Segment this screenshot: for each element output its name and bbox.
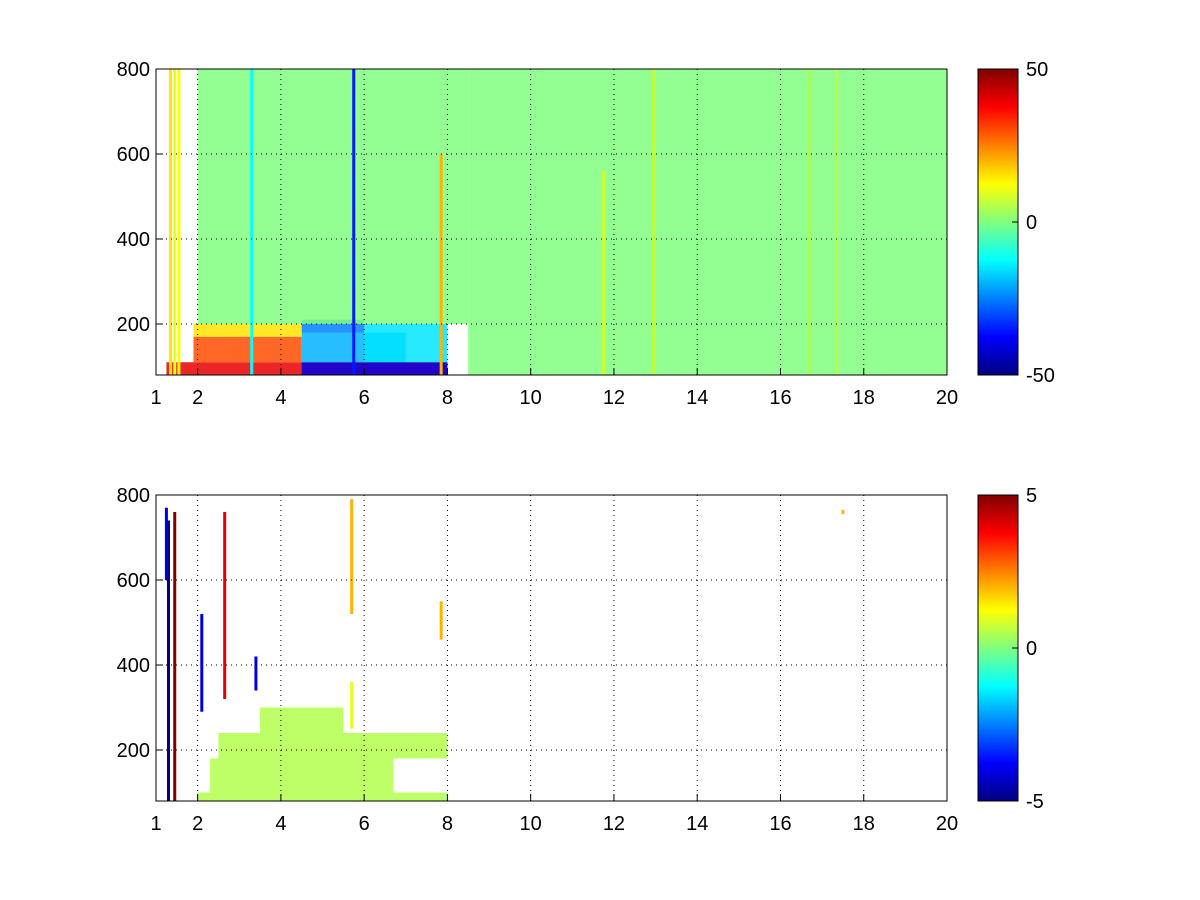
heatmap-stripe-3	[173, 512, 177, 801]
x-tick-label-4: 6	[359, 813, 370, 835]
y-tick-label-2: 400	[117, 229, 150, 251]
y-tick-label-4: 800	[117, 485, 150, 507]
x-tick-label-9: 16	[769, 387, 791, 409]
top-colorbar-gradient	[977, 68, 1019, 376]
bottom-colorbar: -5 0 5	[977, 485, 1044, 813]
colorbar-tick-label-2: 0	[1026, 638, 1037, 660]
heatmap-stripe-6	[254, 656, 258, 691]
y-tick-label-4: 800	[117, 59, 150, 81]
bottom-heatmap-stripes	[164, 499, 845, 801]
top-heatmap-x-tick-labels: 1 2 4 6 8 10 12 14 16 18 20	[150, 387, 958, 409]
x-tick-label-5: 8	[442, 387, 453, 409]
heatmap-cell-region-2	[193, 336, 302, 363]
y-tick-label-1: 200	[117, 740, 150, 762]
y-tick-label-2: 400	[117, 655, 150, 677]
x-tick-label-2: 2	[192, 813, 203, 835]
heatmap-cell-region-3	[218, 733, 448, 759]
heatmap-stripe-7	[602, 171, 606, 375]
top-heatmap-ticks	[155, 68, 948, 375]
heatmap-cell-region-4	[301, 362, 365, 375]
x-tick-label-10: 18	[853, 387, 875, 409]
heatmap-stripe-6	[439, 154, 443, 375]
heatmap-stripe-8	[651, 69, 655, 375]
x-tick-label-11: 20	[936, 387, 958, 409]
x-tick-label-9: 16	[769, 813, 791, 835]
top-heatmap-frame	[155, 68, 948, 376]
bottom-colorbar-ticks	[1012, 494, 1018, 802]
x-tick-label-1: 1	[150, 813, 161, 835]
heatmap-stripe-4	[200, 614, 204, 712]
heatmap-stripe-4	[352, 69, 356, 375]
heatmap-stripe-7	[350, 499, 354, 614]
heatmap-stripe-9	[439, 601, 443, 640]
heatmap-stripe-1	[164, 507, 168, 580]
colorbar-tick-label-1: -50	[1026, 365, 1055, 387]
colorbar-tick-label-2: 0	[1026, 212, 1037, 234]
top-heatmap-grid	[156, 68, 947, 375]
heatmap-stripe-3	[177, 69, 181, 375]
heatmap-stripe-2	[173, 69, 177, 375]
x-tick-label-1: 1	[150, 387, 161, 409]
top-heatmap-y-tick-labels: 200 400 600 800	[117, 59, 150, 336]
heatmap-cell-region-4	[260, 707, 344, 733]
heatmap-cell-region-6	[364, 362, 448, 375]
heatmap-stripe-10	[841, 509, 845, 515]
y-tick-label-1: 200	[117, 314, 150, 336]
bottom-heatmap-x-tick-labels: 1 2 4 6 8 10 12 14 16 18 20	[150, 813, 958, 835]
y-tick-label-3: 600	[117, 570, 150, 592]
x-tick-label-6: 10	[520, 387, 542, 409]
x-tick-label-7: 12	[603, 387, 625, 409]
heatmap-stripe-5	[223, 512, 227, 699]
heatmap-cell-region-10	[468, 69, 947, 375]
heatmap-cell-region-2	[210, 758, 394, 793]
top-colorbar: -50 0 50	[977, 59, 1055, 387]
bottom-heatmap-y-tick-labels: 200 400 600 800	[117, 485, 150, 762]
bottom-heatmap-ticks	[155, 494, 948, 801]
x-tick-label-3: 4	[275, 813, 286, 835]
x-tick-label-7: 12	[603, 813, 625, 835]
bottom-heatmap-regions	[197, 707, 448, 801]
bottom-colorbar-gradient	[977, 494, 1019, 802]
heatmap-stripe-5	[250, 69, 254, 375]
heatmap-cell-region-9	[197, 69, 469, 324]
x-tick-label-4: 6	[359, 387, 370, 409]
heatmap-stripe-10	[808, 69, 812, 375]
x-tick-label-6: 10	[520, 813, 542, 835]
y-tick-label-3: 600	[117, 144, 150, 166]
heatmap-cell-region-7	[364, 324, 448, 363]
x-tick-label-10: 18	[853, 813, 875, 835]
x-tick-label-2: 2	[192, 387, 203, 409]
x-tick-label-11: 20	[936, 813, 958, 835]
bottom-heatmap-frame	[155, 494, 948, 802]
heatmap-stripe-9	[835, 69, 839, 375]
colorbar-tick-label-3: 5	[1026, 485, 1037, 507]
heatmap-stripe-8	[350, 682, 354, 729]
colorbar-tick-label-1: -5	[1026, 791, 1044, 813]
top-heatmap-stripes	[169, 69, 839, 375]
x-tick-label-8: 14	[686, 387, 708, 409]
x-tick-label-5: 8	[442, 813, 453, 835]
top-colorbar-ticks	[1012, 68, 1018, 376]
x-tick-label-8: 14	[686, 813, 708, 835]
heatmap-stripe-1	[169, 69, 173, 375]
colorbar-tick-label-3: 50	[1026, 59, 1048, 81]
x-tick-label-3: 4	[275, 387, 286, 409]
heatmap-cell-region-1	[197, 792, 448, 801]
top-colorbar-tick-labels: -50 0 50	[1026, 59, 1055, 387]
bottom-colorbar-tick-labels: -5 0 5	[1026, 485, 1044, 813]
top-heatmap-regions	[166, 69, 947, 375]
heatmap-stripe-2	[166, 520, 170, 801]
heatmap-cell-region-3	[193, 324, 302, 337]
